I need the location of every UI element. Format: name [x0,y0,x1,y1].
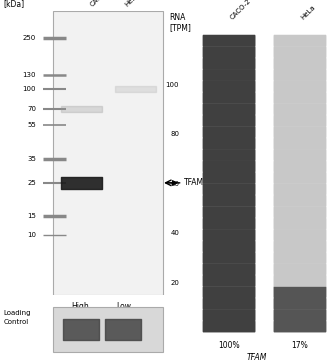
FancyBboxPatch shape [273,103,326,115]
FancyBboxPatch shape [203,161,256,172]
FancyBboxPatch shape [203,183,256,195]
Text: HeLa: HeLa [123,0,140,8]
Text: 25: 25 [27,180,36,186]
FancyBboxPatch shape [203,149,256,161]
Text: 20: 20 [170,280,179,286]
FancyBboxPatch shape [273,275,326,287]
FancyBboxPatch shape [273,252,326,264]
Text: High: High [72,302,89,311]
FancyBboxPatch shape [203,298,256,310]
FancyBboxPatch shape [273,46,326,58]
Text: [kDa]: [kDa] [3,0,24,8]
FancyBboxPatch shape [273,115,326,127]
FancyBboxPatch shape [203,35,256,47]
Text: Loading
Control: Loading Control [3,310,31,324]
FancyBboxPatch shape [203,195,256,207]
FancyBboxPatch shape [273,264,326,275]
FancyBboxPatch shape [203,103,256,115]
FancyBboxPatch shape [203,138,256,149]
FancyBboxPatch shape [273,229,326,241]
Text: HeLa: HeLa [300,4,317,21]
Text: 130: 130 [23,72,36,78]
Text: 10: 10 [27,233,36,238]
FancyBboxPatch shape [203,115,256,127]
FancyBboxPatch shape [203,320,256,332]
FancyBboxPatch shape [203,264,256,275]
FancyBboxPatch shape [273,161,326,172]
FancyBboxPatch shape [273,195,326,207]
FancyBboxPatch shape [273,35,326,47]
Text: 250: 250 [23,35,36,41]
Text: 100: 100 [23,86,36,92]
Text: 60: 60 [170,181,179,186]
FancyBboxPatch shape [203,92,256,104]
FancyBboxPatch shape [203,206,256,218]
FancyBboxPatch shape [273,69,326,81]
FancyBboxPatch shape [203,58,256,69]
Text: 55: 55 [27,122,36,127]
FancyBboxPatch shape [273,309,326,321]
FancyBboxPatch shape [203,69,256,81]
Text: Low: Low [116,302,131,311]
FancyBboxPatch shape [203,81,256,93]
Text: 40: 40 [170,230,179,236]
FancyBboxPatch shape [273,126,326,138]
FancyBboxPatch shape [203,252,256,264]
FancyBboxPatch shape [273,92,326,104]
Text: RNA: RNA [169,13,186,22]
FancyBboxPatch shape [273,138,326,149]
FancyBboxPatch shape [53,11,163,295]
Text: TFAM: TFAM [184,178,204,187]
FancyBboxPatch shape [273,58,326,69]
FancyBboxPatch shape [273,218,326,230]
Text: 100: 100 [165,81,179,87]
FancyBboxPatch shape [203,218,256,230]
FancyBboxPatch shape [273,183,326,195]
Text: TFAM: TFAM [246,353,266,360]
FancyBboxPatch shape [273,286,326,298]
Text: 35: 35 [27,156,36,162]
FancyBboxPatch shape [53,307,163,352]
FancyBboxPatch shape [273,298,326,310]
FancyBboxPatch shape [203,309,256,321]
Text: 15: 15 [27,212,36,219]
FancyBboxPatch shape [203,240,256,252]
Text: CACO-2: CACO-2 [89,0,112,8]
Text: CACO-2: CACO-2 [229,0,252,21]
Text: 70: 70 [27,106,36,112]
FancyBboxPatch shape [273,149,326,161]
Text: 100%: 100% [218,341,240,350]
FancyBboxPatch shape [273,206,326,218]
FancyBboxPatch shape [203,229,256,241]
FancyBboxPatch shape [203,275,256,287]
FancyBboxPatch shape [273,81,326,93]
Text: [TPM]: [TPM] [169,23,191,32]
FancyBboxPatch shape [203,172,256,184]
FancyBboxPatch shape [203,126,256,138]
FancyBboxPatch shape [273,320,326,332]
FancyBboxPatch shape [203,286,256,298]
Text: 80: 80 [170,131,179,137]
FancyBboxPatch shape [273,172,326,184]
FancyBboxPatch shape [273,240,326,252]
FancyBboxPatch shape [203,46,256,58]
Text: 17%: 17% [291,341,308,350]
